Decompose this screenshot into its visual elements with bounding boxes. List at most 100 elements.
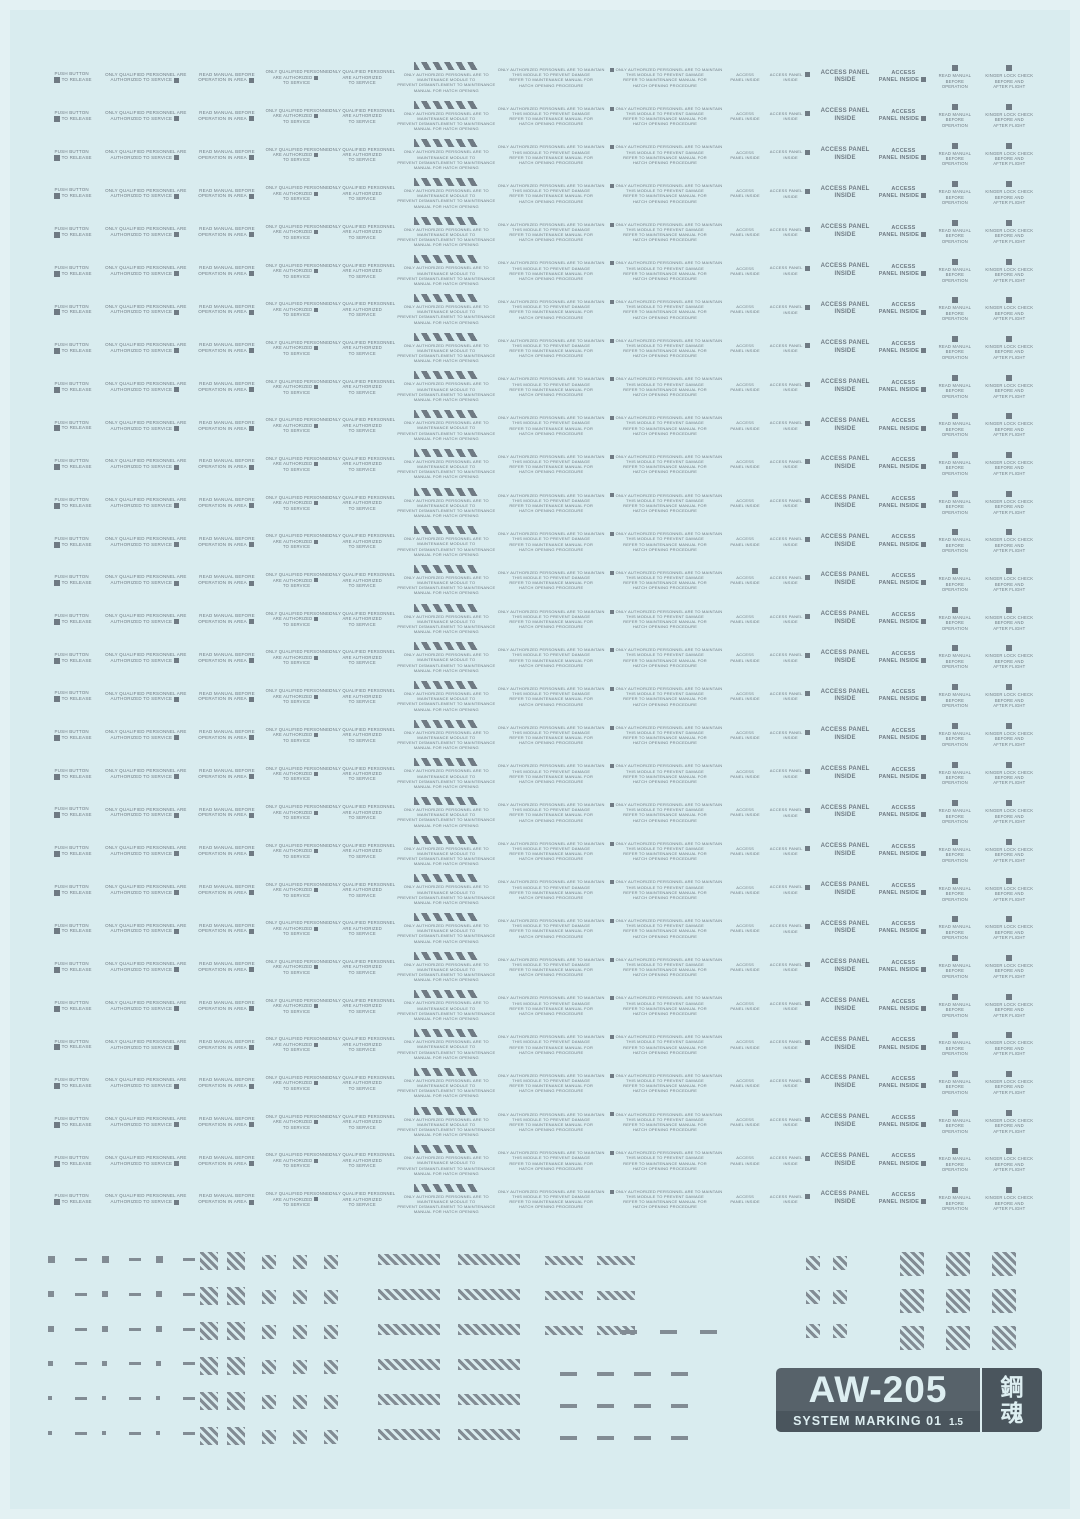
hatch-bar-mark <box>378 1429 440 1440</box>
square-marker-icon <box>609 183 614 188</box>
decal-text-line: ONLY QUALIFIED PERSONNEL ARE <box>105 922 187 928</box>
square-marker-icon <box>248 309 254 315</box>
hatch-bar-mark <box>378 1359 440 1370</box>
decal-qualified-personnel-a: ONLY QUALIFIED PERSONNEL ARE AUTHORIZED T… <box>103 845 188 857</box>
decal-access-panel-bold: ACCESS PANEL INSIDE <box>814 1153 875 1169</box>
square-marker-icon <box>174 890 180 896</box>
decal-text-line: READ MANUAL <box>938 1117 972 1123</box>
decal-text-line: ARE AUTHORIZED <box>342 229 382 235</box>
decal-text-line: TO SERVICE <box>348 1008 376 1014</box>
hazard-stripes-icon <box>414 603 479 612</box>
solid-square-mark <box>156 1396 160 1400</box>
decal-qualified-personnel-b: ONLY QUALIFIED PERSONNEL ARE AUTHORIZED TO… <box>266 495 332 511</box>
decal-text-line: ONLY QUALIFIED PERSONNEL ARE <box>105 497 187 503</box>
decal-text-line: ACCESS PANEL <box>820 959 870 966</box>
decal-text-line: ACCESS <box>891 960 916 967</box>
decal-access-panel-bold: ACCESS PANEL INSIDE <box>814 766 875 782</box>
hazard-stripes-icon <box>414 371 479 380</box>
solid-square-mark <box>156 1361 161 1366</box>
decal-text-line: ONLY AUTHORIZED PERSONNEL ARE TO MAINTAI… <box>497 569 605 575</box>
decal-access-panel-square: ACCESS PANEL INSIDE <box>767 536 815 547</box>
decal-text-line: AUTHORIZED TO SERVICE <box>103 619 188 625</box>
decal-text-line: ONLY QUALIFIED PERSONNEL <box>265 958 332 964</box>
decal-maintain-module-a: ONLY AUTHORIZED PERSONNEL ARE TO MAINTAI… <box>496 415 607 436</box>
decal-text-line: PANEL INSIDE <box>876 309 931 316</box>
decal-text-line: READ MANUAL BEFORE <box>199 419 255 425</box>
decal-text-line: PANEL INSIDE <box>876 1045 931 1052</box>
decal-qualified-personnel-b: ONLY QUALIFIED PERSONNEL ARE AUTHORIZED TO… <box>266 263 332 279</box>
decal-text-line: PANEL INSIDE <box>730 812 760 818</box>
decal-row: PUSH BUTTON TO RELEASE ONLY QUALIFIED PERS… <box>40 1025 1040 1064</box>
decal-text-line: OPERATION <box>941 200 968 206</box>
decal-text-line: ONLY QUALIFIED PERSONNEL ARE <box>105 381 187 386</box>
square-marker-icon <box>248 928 254 934</box>
decal-text-line: PANEL INSIDE <box>730 1083 760 1089</box>
square-marker-icon <box>248 774 254 780</box>
decal-text-line: MANUAL FOR HATCH OPENING <box>413 1093 479 1099</box>
dash-mark <box>75 1362 87 1365</box>
square-marker-icon <box>174 309 180 315</box>
decal-qualified-personnel-a: ONLY QUALIFIED PERSONNEL ARE AUTHORIZED T… <box>103 188 188 200</box>
decal-text-line: OPERATION <box>941 316 968 322</box>
decal-text-line: HATCH OPENING PROCEDURE <box>632 82 698 88</box>
decal-text-line: PUSH BUTTON <box>54 226 89 232</box>
decal-text-line: AFTER FLIGHT <box>993 1206 1026 1211</box>
decal-text-line: READ MANUAL BEFORE <box>199 651 255 657</box>
decal-qualified-personnel-a: ONLY QUALIFIED PERSONNEL ARE AUTHORIZED T… <box>103 149 188 161</box>
decal-text-line: ONLY AUTHORIZED PERSONNEL ARE TO MAINTAI… <box>497 1034 605 1040</box>
square-marker-icon <box>53 696 60 703</box>
square-marker-icon <box>609 841 614 846</box>
decal-text-line: ACCESS <box>891 302 916 309</box>
decal-text-line: ONLY AUTHORIZED PERSONNEL ARE TO MAINTAI… <box>497 221 605 227</box>
decal-qualified-personnel-a: ONLY QUALIFIED PERSONNEL ARE AUTHORIZED T… <box>103 1000 188 1012</box>
decal-qualified-personnel-b: ONLY QUALIFIED PERSONNEL ARE AUTHORIZED TO… <box>266 1114 332 1130</box>
decal-text-line: ONLY QUALIFIED PERSONNEL ARE <box>105 458 187 464</box>
decal-text-line: PANEL INSIDE <box>730 1121 760 1127</box>
decal-text-line: KINGER LOCK CHECK <box>985 343 1034 349</box>
decal-text-line: HATCH OPENING PROCEDURE <box>519 701 584 707</box>
hatch-square-mark <box>324 1255 338 1269</box>
hazard-stripes-icon <box>414 951 479 960</box>
decal-qualified-personnel-c: ONLY QUALIFIED PERSONNEL ARE AUTHORIZED TO… <box>328 843 397 859</box>
square-marker-icon <box>248 890 254 896</box>
decal-access-panel-bold: ACCESS PANEL INSIDE <box>814 70 875 86</box>
dash-mark <box>75 1258 87 1261</box>
decal-text-line: ACCESS PANEL <box>767 382 815 387</box>
square-marker-icon <box>314 965 319 970</box>
decal-access-panel-bold: ACCESS PANEL INSIDE <box>814 959 875 975</box>
square-marker-icon <box>921 657 927 663</box>
decal-text-line: READ MANUAL <box>938 846 972 852</box>
decal-access-panel-small: ACCESS PANEL INSIDE <box>723 575 767 585</box>
dash-mark <box>597 1436 614 1440</box>
decal-read-manual-before-operation: READ MANUAL BEFORE OPERATION <box>931 684 979 708</box>
square-marker-icon <box>951 490 958 497</box>
decal-text-line: OPERATION <box>941 780 968 786</box>
decal-text-line: ACCESS PANEL <box>820 456 870 463</box>
decal-access-panel-square: ACCESS PANEL INSIDE <box>767 343 815 354</box>
decal-text-line: AFTER FLIGHT <box>993 316 1026 322</box>
decal-text-line: READ MANUAL <box>938 305 972 311</box>
square-marker-icon <box>804 1039 810 1045</box>
decal-text-line: BEFORE <box>945 349 965 355</box>
decal-text-line: THIS MODULE TO PREVENT DAMAGE <box>512 768 591 774</box>
square-marker-icon <box>951 1187 958 1194</box>
decal-text-line: OPERATION IN AREA <box>188 696 265 702</box>
decal-text-line: ONLY AUTHORIZED PERSONNEL ARE TO MAINTAI… <box>607 1150 724 1155</box>
decal-access-panel-bold: ACCESS PANEL INSIDE <box>814 998 875 1014</box>
square-marker-icon <box>248 696 254 702</box>
decal-text-line: TO SERVICE <box>282 80 311 86</box>
decal-text-line: MANUAL FOR HATCH OPENING <box>413 1054 479 1060</box>
decal-text-line: MANUAL FOR HATCH OPENING <box>413 938 479 944</box>
decal-text-line: ACCESS <box>736 1078 754 1084</box>
decal-qualified-personnel-a: ONLY QUALIFIED PERSONNEL ARE AUTHORIZED T… <box>103 923 188 935</box>
decal-text-line: AFTER FLIGHT <box>993 1167 1026 1173</box>
decal-text-line: ONLY AUTHORIZED PERSONNEL ARE TO MAINTAI… <box>497 531 605 537</box>
square-marker-icon <box>804 188 810 194</box>
decal-text-line: THIS MODULE TO PREVENT DAMAGE <box>625 768 704 774</box>
decal-text-line: ACCESS PANEL <box>767 227 815 233</box>
decal-text-line: ACCESS <box>736 226 754 232</box>
decal-text-line: INSIDE <box>834 735 856 742</box>
brand-scale-label: 1.5 <box>949 1417 963 1428</box>
decal-text-line: READ MANUAL BEFORE <box>199 1077 255 1083</box>
decal-access-panel-small: ACCESS PANEL INSIDE <box>723 1194 767 1204</box>
